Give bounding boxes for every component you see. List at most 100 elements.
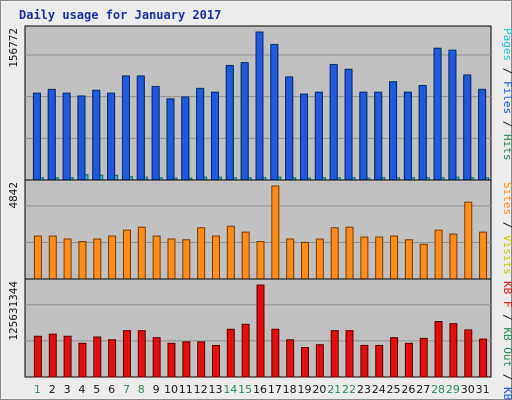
legend-middle: Sites / Visits bbox=[501, 182, 512, 275]
bar-kb-f-day-23 bbox=[360, 344, 369, 378]
x-tick-label-day-30: 30 bbox=[461, 383, 475, 396]
bar-sites-day-1 bbox=[33, 235, 42, 280]
bar-hits-day-20 bbox=[314, 91, 323, 181]
bar-hits-day-10 bbox=[166, 98, 175, 181]
bar-hits-day-21 bbox=[329, 63, 338, 181]
bar-kb-f-day-4 bbox=[78, 342, 87, 378]
bar-sites-day-3 bbox=[63, 238, 72, 280]
bar-hits-day-6 bbox=[107, 92, 116, 181]
bar-kb-f-day-18 bbox=[286, 339, 295, 378]
x-tick-label-day-12: 12 bbox=[194, 383, 208, 396]
bar-kb-f-day-10 bbox=[167, 342, 176, 378]
legend-item-hits: Hits bbox=[501, 134, 512, 161]
bar-hits-day-26 bbox=[403, 91, 412, 181]
bar-hits-day-22 bbox=[344, 68, 353, 181]
bar-kb-f-day-16 bbox=[256, 284, 265, 378]
bar-kb-f-day-26 bbox=[404, 342, 413, 378]
bar-hits-day-29 bbox=[448, 49, 457, 181]
ytick-label-top: 156772 bbox=[7, 28, 20, 68]
bar-hits-day-28 bbox=[433, 47, 442, 181]
bar-sites-day-17 bbox=[271, 185, 280, 280]
bar-kb-f-day-19 bbox=[301, 347, 310, 378]
bar-kb-f-day-8 bbox=[137, 330, 146, 378]
bar-kb-f-day-9 bbox=[152, 337, 161, 378]
x-tick-label-day-21: 21 bbox=[327, 383, 341, 396]
bar-sites-day-26 bbox=[404, 239, 413, 280]
legend-item-pages: Pages bbox=[501, 28, 512, 61]
bar-kb-f-day-17 bbox=[271, 328, 280, 378]
legend-separator: / bbox=[501, 367, 512, 387]
x-tick-label-day-1: 1 bbox=[34, 383, 41, 396]
chart-title: Daily usage for January 2017 bbox=[19, 8, 222, 22]
x-tick-label-day-22: 22 bbox=[342, 383, 356, 396]
bar-kb-f-day-25 bbox=[390, 337, 399, 378]
legend-separator: / bbox=[501, 215, 512, 235]
legend-item-files: Files bbox=[501, 81, 512, 114]
legend-separator: / bbox=[501, 61, 512, 81]
x-tick-label-day-18: 18 bbox=[283, 383, 297, 396]
x-tick-label-day-16: 16 bbox=[253, 383, 267, 396]
bar-sites-day-24 bbox=[375, 236, 384, 280]
x-tick-label-day-24: 24 bbox=[372, 383, 386, 396]
x-tick-label-day-13: 13 bbox=[208, 383, 222, 396]
bar-sites-day-11 bbox=[182, 239, 191, 280]
x-tick-label-day-15: 15 bbox=[238, 383, 252, 396]
x-tick-label-day-7: 7 bbox=[123, 383, 130, 396]
bar-hits-day-8 bbox=[136, 75, 145, 181]
bar-kb-f-day-12 bbox=[197, 341, 206, 378]
bar-sites-day-19 bbox=[301, 241, 310, 280]
bar-sites-day-15 bbox=[241, 231, 250, 280]
bar-sites-day-14 bbox=[226, 225, 235, 280]
bar-kb-f-day-5 bbox=[93, 336, 102, 378]
legend-item-kb-out: KB Out bbox=[501, 327, 512, 367]
bar-hits-day-31 bbox=[478, 88, 487, 181]
x-tick-label-day-10: 10 bbox=[164, 383, 178, 396]
bar-hits-day-7 bbox=[121, 75, 130, 181]
ytick-label-middle: 4842 bbox=[7, 182, 20, 209]
legend-item-kb-f: KB F bbox=[501, 281, 512, 308]
bar-hits-day-23 bbox=[359, 91, 368, 181]
bar-kb-f-day-6 bbox=[108, 339, 117, 378]
x-tick-label-day-14: 14 bbox=[223, 383, 237, 396]
x-tick-label-day-2: 2 bbox=[49, 383, 56, 396]
bar-sites-day-2 bbox=[48, 235, 57, 280]
legend-separator: / bbox=[501, 114, 512, 134]
bar-kb-f-day-31 bbox=[479, 338, 488, 378]
bar-kb-f-day-15 bbox=[241, 323, 250, 378]
bar-hits-day-4 bbox=[77, 95, 86, 181]
legend-item-sites: Sites bbox=[501, 182, 512, 215]
bar-hits-day-16 bbox=[255, 31, 264, 181]
bar-hits-day-2 bbox=[47, 88, 56, 181]
bar-sites-day-10 bbox=[167, 238, 176, 280]
bar-sites-day-6 bbox=[108, 235, 117, 280]
x-tick-label-day-9: 9 bbox=[153, 383, 160, 396]
bar-sites-day-25 bbox=[390, 235, 399, 280]
bar-sites-day-27 bbox=[419, 243, 428, 280]
x-tick-label-day-20: 20 bbox=[312, 383, 326, 396]
legend-item-visits: Visits bbox=[501, 235, 512, 275]
x-tick-label-day-6: 6 bbox=[108, 383, 115, 396]
bar-hits-day-3 bbox=[62, 92, 71, 181]
legend-item-kb-in: KB In bbox=[501, 387, 512, 400]
bar-hits-day-25 bbox=[389, 81, 398, 181]
legend-separator: / bbox=[501, 308, 512, 328]
bar-sites-day-5 bbox=[93, 238, 102, 280]
x-tick-label-day-8: 8 bbox=[138, 383, 145, 396]
bar-sites-day-29 bbox=[449, 233, 458, 280]
bar-kb-f-day-28 bbox=[434, 321, 443, 378]
x-tick-label-day-29: 29 bbox=[446, 383, 460, 396]
bar-kb-f-day-3 bbox=[63, 335, 72, 378]
bar-kb-f-day-7 bbox=[122, 330, 131, 378]
bar-hits-day-24 bbox=[374, 91, 383, 181]
bar-sites-day-12 bbox=[197, 227, 206, 280]
x-tick-label-day-3: 3 bbox=[64, 383, 71, 396]
bar-hits-day-12 bbox=[196, 87, 205, 181]
x-tick-label-day-23: 23 bbox=[357, 383, 371, 396]
bar-kb-f-day-14 bbox=[226, 328, 235, 378]
bar-sites-day-9 bbox=[152, 235, 161, 280]
bar-kb-f-day-27 bbox=[419, 337, 428, 378]
bar-sites-day-4 bbox=[78, 241, 87, 280]
bar-hits-day-27 bbox=[418, 84, 427, 181]
bar-hits-day-9 bbox=[151, 85, 160, 181]
